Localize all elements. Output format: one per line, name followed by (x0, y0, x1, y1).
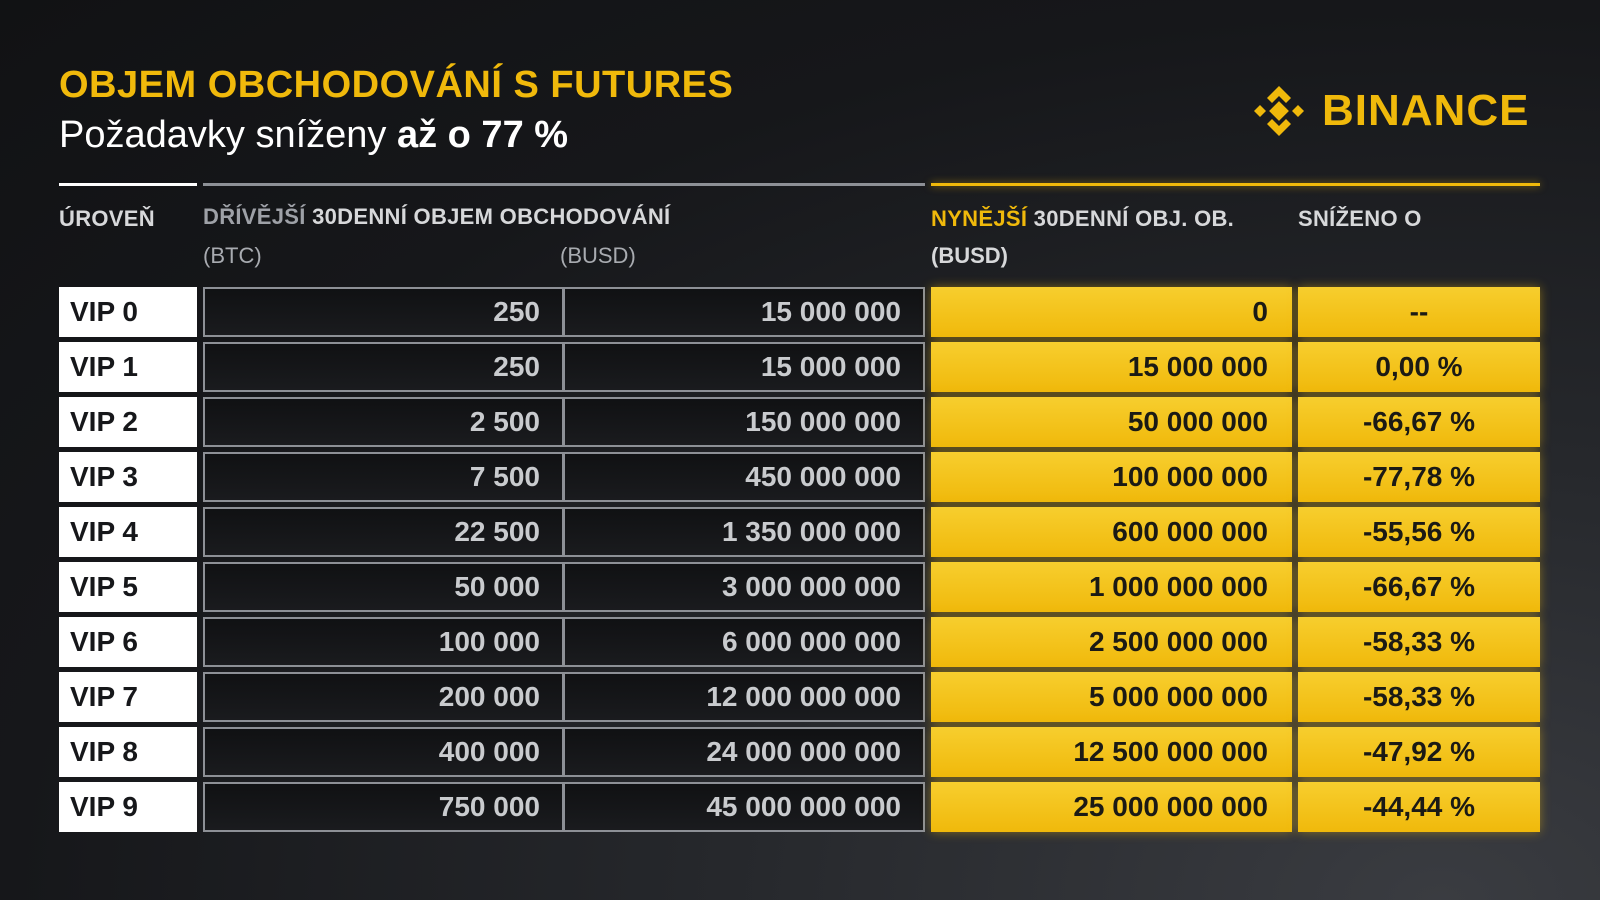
previous-busd-cell: 6 000 000 000 (563, 617, 925, 667)
table-row: VIP 5 50 000 3 000 000 000 1 000 000 000… (0, 562, 1600, 612)
table-row: VIP 6 100 000 6 000 000 000 2 500 000 00… (0, 617, 1600, 667)
table-row: VIP 2 2 500 150 000 000 50 000 000 -66,6… (0, 397, 1600, 447)
table-row: VIP 9 750 000 45 000 000 000 25 000 000 … (0, 782, 1600, 832)
current-busd-cell: 600 000 000 (931, 507, 1292, 557)
current-busd-cell: 2 500 000 000 (931, 617, 1292, 667)
subtitle-emphasis: až o 77 % (396, 114, 569, 156)
previous-btc-cell: 2 500 (203, 397, 564, 447)
current-busd-cell: 1 000 000 000 (931, 562, 1292, 612)
reduction-cell: -44,44 % (1298, 782, 1540, 832)
previous-btc-cell: 200 000 (203, 672, 564, 722)
reduction-cell: -66,67 % (1298, 397, 1540, 447)
current-busd-cell: 5 000 000 000 (931, 672, 1292, 722)
previous-busd-cell: 12 000 000 000 (563, 672, 925, 722)
header-current-busd: (BUSD) (931, 243, 1008, 268)
previous-column-rule (203, 183, 925, 186)
previous-btc-cell: 750 000 (203, 782, 564, 832)
reduction-cell: -58,33 % (1298, 617, 1540, 667)
page-title: OBJEM OBCHODOVÁNÍ S FUTURES (59, 64, 734, 106)
brand-name: BINANCE (1322, 86, 1530, 135)
header-current-emphasis: NYNĚJŠÍ (931, 206, 1028, 231)
binance-logo: BINANCE (1250, 82, 1529, 140)
previous-btc-cell: 22 500 (203, 507, 564, 557)
table-row: VIP 7 200 000 12 000 000 000 5 000 000 0… (0, 672, 1600, 722)
table-row: VIP 1 250 15 000 000 15 000 000 0,00 % (0, 342, 1600, 392)
reduction-cell: 0,00 % (1298, 342, 1540, 392)
current-busd-cell: 100 000 000 (931, 452, 1292, 502)
level-cell: VIP 6 (59, 617, 197, 667)
header-level: ÚROVEŇ (59, 206, 155, 231)
previous-busd-cell: 45 000 000 000 (563, 782, 925, 832)
previous-busd-cell: 3 000 000 000 (563, 562, 925, 612)
current-busd-cell: 12 500 000 000 (931, 727, 1292, 777)
header-previous-btc: (BTC) (203, 243, 262, 268)
previous-btc-cell: 400 000 (203, 727, 564, 777)
current-busd-cell: 0 (931, 287, 1292, 337)
reduction-cell: -66,67 % (1298, 562, 1540, 612)
level-cell: VIP 2 (59, 397, 197, 447)
table-row: VIP 0 250 15 000 000 0 -- (0, 287, 1600, 337)
previous-busd-cell: 15 000 000 (563, 342, 925, 392)
header-current: NYNĚJŠÍ 30DENNÍ OBJ. OB. (931, 206, 1234, 232)
header-previous-rest: 30DENNÍ OBJEM OBCHODOVÁNÍ (312, 204, 671, 229)
level-cell: VIP 7 (59, 672, 197, 722)
header-previous-emphasis: DŘÍVĚJŠÍ (203, 204, 306, 229)
table-row: VIP 3 7 500 450 000 000 100 000 000 -77,… (0, 452, 1600, 502)
level-cell: VIP 1 (59, 342, 197, 392)
previous-btc-cell: 250 (203, 342, 564, 392)
previous-btc-cell: 100 000 (203, 617, 564, 667)
reduction-cell: -58,33 % (1298, 672, 1540, 722)
previous-busd-cell: 15 000 000 (563, 287, 925, 337)
level-column-rule (59, 183, 197, 186)
reduction-cell: -55,56 % (1298, 507, 1540, 557)
previous-busd-cell: 1 350 000 000 (563, 507, 925, 557)
current-column-rule (931, 183, 1540, 186)
previous-btc-cell: 50 000 (203, 562, 564, 612)
subtitle-prefix: Požadavky sníženy (59, 114, 387, 156)
level-cell: VIP 4 (59, 507, 197, 557)
reduction-cell: -- (1298, 287, 1540, 337)
header-current-rest: 30DENNÍ OBJ. OB. (1033, 206, 1235, 231)
reduction-cell: -47,92 % (1298, 727, 1540, 777)
table-row: VIP 4 22 500 1 350 000 000 600 000 000 -… (0, 507, 1600, 557)
current-busd-cell: 25 000 000 000 (931, 782, 1292, 832)
current-busd-cell: 50 000 000 (931, 397, 1292, 447)
current-busd-cell: 15 000 000 (931, 342, 1292, 392)
level-cell: VIP 0 (59, 287, 197, 337)
previous-btc-cell: 7 500 (203, 452, 564, 502)
previous-busd-cell: 450 000 000 (563, 452, 925, 502)
level-cell: VIP 9 (59, 782, 197, 832)
binance-diamond-icon (1254, 86, 1304, 136)
level-cell: VIP 8 (59, 727, 197, 777)
table-row: VIP 8 400 000 24 000 000 000 12 500 000 … (0, 727, 1600, 777)
reduction-cell: -77,78 % (1298, 452, 1540, 502)
header-previous-busd: (BUSD) (560, 243, 636, 268)
previous-busd-cell: 24 000 000 000 (563, 727, 925, 777)
page-subtitle: Požadavky sníženy až o 77 % (59, 114, 568, 157)
previous-busd-cell: 150 000 000 (563, 397, 925, 447)
header-previous: DŘÍVĚJŠÍ 30DENNÍ OBJEM OBCHODOVÁNÍ (203, 204, 670, 230)
header-reduced-by: SNÍŽENO O (1298, 206, 1422, 231)
previous-btc-cell: 250 (203, 287, 564, 337)
level-cell: VIP 3 (59, 452, 197, 502)
level-cell: VIP 5 (59, 562, 197, 612)
